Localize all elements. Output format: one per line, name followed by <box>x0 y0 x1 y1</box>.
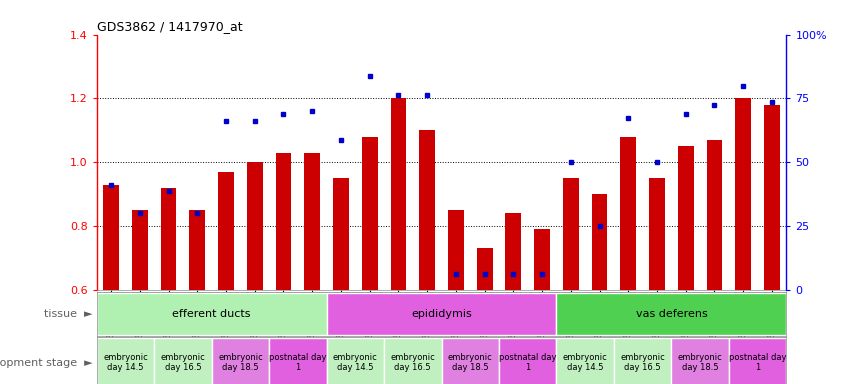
Bar <box>706 140 722 290</box>
Text: vas deferens: vas deferens <box>636 309 707 319</box>
Bar <box>276 153 291 290</box>
Text: postnatal day
1: postnatal day 1 <box>269 353 326 372</box>
Text: embryonic
day 14.5: embryonic day 14.5 <box>103 353 148 372</box>
Bar <box>557 338 614 384</box>
Bar <box>678 146 694 290</box>
Bar <box>97 293 326 335</box>
Bar <box>97 338 154 384</box>
Bar <box>247 162 262 290</box>
Bar <box>448 210 463 290</box>
Text: embryonic
day 16.5: embryonic day 16.5 <box>161 353 205 372</box>
Bar <box>420 130 435 290</box>
Text: efferent ducts: efferent ducts <box>172 309 251 319</box>
Text: embryonic
day 18.5: embryonic day 18.5 <box>448 353 493 372</box>
Bar <box>212 338 269 384</box>
Bar <box>326 338 384 384</box>
Bar <box>735 98 751 290</box>
Bar <box>729 338 786 384</box>
Text: postnatal day
1: postnatal day 1 <box>499 353 557 372</box>
Text: embryonic
day 14.5: embryonic day 14.5 <box>563 353 607 372</box>
Bar <box>304 153 320 290</box>
Bar <box>614 338 671 384</box>
Bar <box>362 137 378 290</box>
Bar <box>477 248 493 290</box>
Bar <box>189 210 205 290</box>
Bar <box>505 214 521 290</box>
Text: postnatal day
1: postnatal day 1 <box>729 353 786 372</box>
Bar <box>333 178 349 290</box>
Text: tissue  ►: tissue ► <box>44 309 93 319</box>
Text: embryonic
day 16.5: embryonic day 16.5 <box>390 353 435 372</box>
Bar <box>218 172 234 290</box>
Text: development stage  ►: development stage ► <box>0 358 93 368</box>
Bar <box>132 210 148 290</box>
Bar <box>103 185 119 290</box>
Text: embryonic
day 18.5: embryonic day 18.5 <box>218 353 262 372</box>
Text: embryonic
day 14.5: embryonic day 14.5 <box>333 353 378 372</box>
Bar <box>390 98 406 290</box>
Bar <box>161 188 177 290</box>
Bar <box>499 338 557 384</box>
Bar <box>764 105 780 290</box>
Bar <box>154 338 212 384</box>
Bar <box>326 293 557 335</box>
Text: GDS3862 / 1417970_at: GDS3862 / 1417970_at <box>97 20 242 33</box>
Text: embryonic
day 16.5: embryonic day 16.5 <box>621 353 665 372</box>
Bar <box>557 293 786 335</box>
Bar <box>563 178 579 290</box>
Bar <box>621 137 636 290</box>
Bar <box>442 338 499 384</box>
Bar <box>592 194 607 290</box>
Text: embryonic
day 18.5: embryonic day 18.5 <box>678 353 722 372</box>
Bar <box>384 338 442 384</box>
Bar <box>534 229 550 290</box>
Bar <box>671 338 729 384</box>
Bar <box>649 178 665 290</box>
Text: epididymis: epididymis <box>411 309 472 319</box>
Bar <box>269 338 326 384</box>
